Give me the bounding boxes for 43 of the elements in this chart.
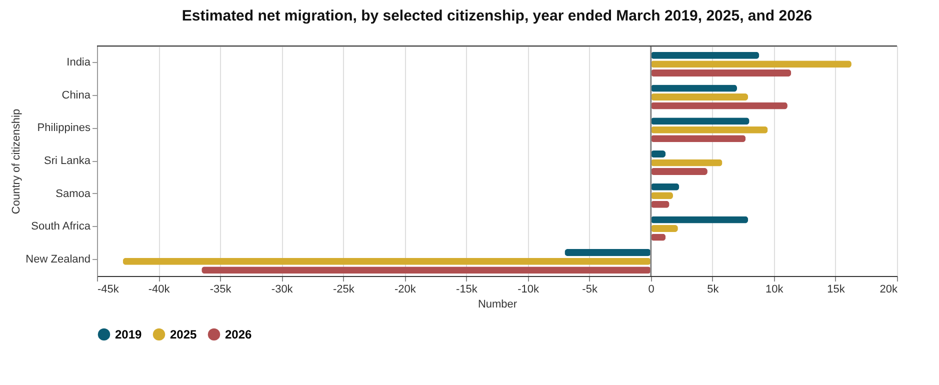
x-tick-label: -5k xyxy=(582,284,598,296)
x-tick-label: -40k xyxy=(148,284,170,296)
x-tick-label: 5k xyxy=(707,284,720,296)
bar xyxy=(650,52,760,59)
y-tick-label: New Zealand xyxy=(26,254,90,266)
bar xyxy=(202,266,651,274)
x-tick-label: 20k xyxy=(880,284,898,296)
bar xyxy=(650,84,737,92)
x-axis-title: Number xyxy=(478,298,518,310)
bar xyxy=(650,216,748,224)
bar xyxy=(650,69,792,76)
bar xyxy=(122,258,651,265)
y-tick-label: India xyxy=(66,56,92,68)
y-axis-title: Country of citizenship xyxy=(10,108,23,214)
bar xyxy=(650,159,722,166)
bar xyxy=(650,94,748,101)
x-tick-label: 10k xyxy=(766,284,784,296)
bar xyxy=(650,126,768,134)
x-tick-label: 15k xyxy=(827,284,846,296)
x-tick-label: -35k xyxy=(210,284,232,296)
bar xyxy=(564,249,651,256)
bar xyxy=(650,60,852,68)
legend-label: 2019 xyxy=(115,327,142,342)
y-tick-label: Philippines xyxy=(37,122,91,134)
y-tick-label: South Africa xyxy=(31,220,92,233)
x-tick-label: 0 xyxy=(648,284,654,296)
bar xyxy=(650,224,678,232)
bar xyxy=(650,135,746,142)
x-tick-label: -30k xyxy=(271,284,294,296)
chart-title: Estimated net migration, by selected citizenship, year ended March 2019, 2025, and 2026 xyxy=(182,7,812,24)
bar xyxy=(650,168,708,176)
x-tick-label: -15k xyxy=(456,284,478,296)
bar xyxy=(650,102,788,110)
x-tick-label: -10k xyxy=(518,284,540,296)
y-tick-label: Samoa xyxy=(56,188,92,200)
legend-label: 2026 xyxy=(225,327,252,342)
bar xyxy=(650,118,750,125)
y-tick-label: China xyxy=(62,89,92,102)
legend-label: 2025 xyxy=(170,327,198,342)
x-tick-label: -45k xyxy=(98,284,120,296)
y-tick-label: Sri Lanka xyxy=(44,155,92,167)
x-tick-label: -20k xyxy=(394,284,416,296)
x-tick-label: -25k xyxy=(332,284,355,296)
